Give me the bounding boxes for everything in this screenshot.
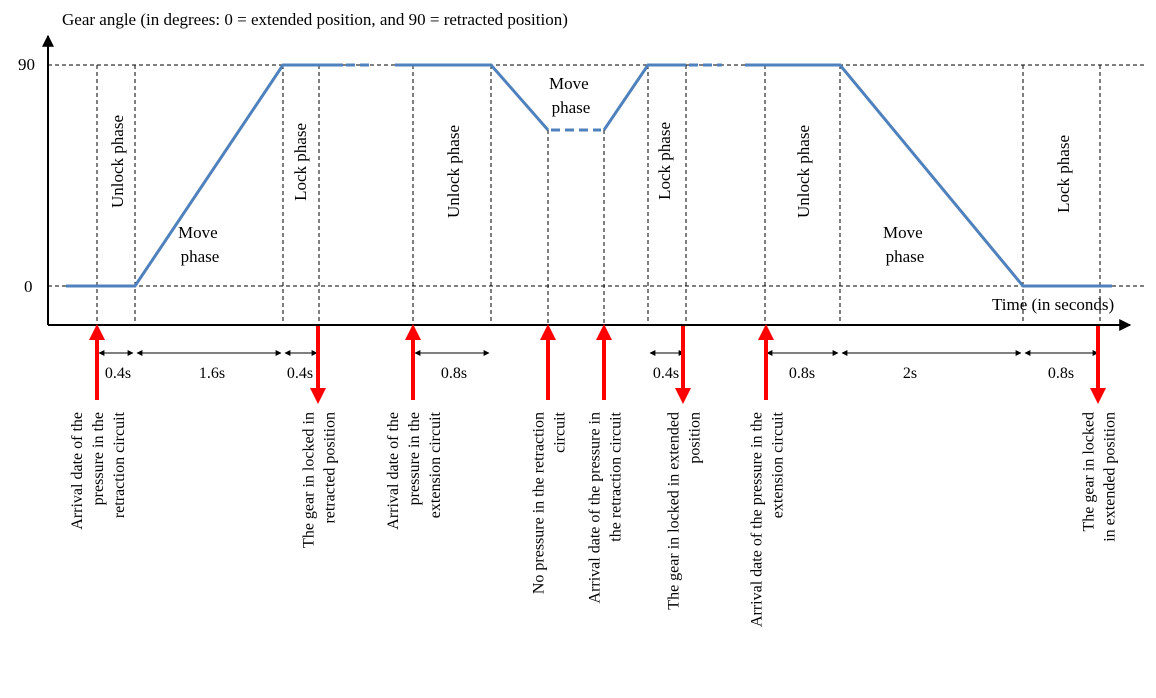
event-label-line: Arrival date of the pressure in	[587, 412, 604, 603]
gear-angle-curve-segment	[66, 63, 343, 288]
event-label-line: the retraction circuit	[608, 411, 625, 541]
gear-angle-curve-segment	[395, 63, 550, 131]
phase-label-unlock: Unlock phase	[108, 115, 127, 208]
event-label-line: Arrival date of the	[385, 412, 402, 530]
duration-label: 2s	[903, 365, 917, 382]
duration-label: 0.8s	[1048, 365, 1074, 382]
duration-label: 0.4s	[287, 365, 313, 382]
event-label-line: pressure in the	[406, 412, 423, 505]
event-label: Arrival date of the pressure in the retrac…	[69, 411, 128, 529]
y-tick-0: 0	[24, 277, 33, 296]
phase-label-move: Move phase	[883, 223, 927, 266]
event-label-line: retracted position	[322, 412, 339, 524]
y-tick-90: 90	[18, 55, 35, 74]
event-label: The gear in locked in extended position	[1081, 412, 1119, 542]
event-label: The gear in locked in extended position	[666, 412, 704, 610]
event-label-line: The gear in locked in extended	[666, 412, 683, 610]
phase-label-lock: Lock phase	[291, 123, 310, 201]
event-label-line: The gear in locked	[1081, 412, 1098, 532]
phase-label-lock: Lock phase	[1054, 135, 1073, 213]
event-label: Arrival date of the pressure in the retra…	[587, 411, 625, 603]
duration-label: 1.6s	[199, 365, 225, 382]
phase-boundaries	[96, 65, 1101, 325]
event-label-line: circuit	[552, 411, 569, 452]
event-label-line: extension circuit	[770, 411, 787, 518]
phase-label-move: Move phase	[178, 223, 222, 266]
event-label: Arrival date of the pressure in the extens…	[385, 411, 444, 529]
duration-label: 0.4s	[653, 365, 679, 382]
phase-label-lock: Lock phase	[655, 122, 674, 200]
event-label-line: extension circuit	[427, 411, 444, 518]
event-label: Arrival date of the pressure in the exten…	[749, 411, 787, 627]
duration-label: 0.8s	[441, 365, 467, 382]
gear-angle-curve-segment	[745, 63, 1112, 288]
duration-label: 0.4s	[105, 365, 131, 382]
event-label-line: position	[687, 412, 704, 464]
event-arrows	[89, 324, 1106, 404]
event-label-line: pressure in the	[90, 412, 107, 505]
event-label-line: The gear in locked in	[301, 412, 318, 548]
phase-label-move-line: phase	[886, 247, 925, 266]
event-label-line: No pressure in the retraction	[531, 412, 548, 594]
x-axis-title: Time (in seconds)	[992, 295, 1114, 314]
phase-label-move-line: Move	[178, 223, 218, 242]
phase-label-move-line: Move	[883, 223, 923, 242]
phase-label-move-line: phase	[552, 98, 591, 117]
y-axis-title: Gear angle (in degrees: 0 = extended pos…	[62, 10, 568, 29]
phase-label-unlock: Unlock phase	[794, 125, 813, 218]
event-label: The gear in locked in retracted position	[301, 412, 339, 548]
duration-label: 0.8s	[789, 365, 815, 382]
phase-label-move-line: phase	[181, 247, 220, 266]
event-label-line: Arrival date of the pressure in the	[749, 412, 766, 627]
event-label-line: retraction circuit	[111, 411, 128, 518]
phase-label-move: Move phase	[549, 74, 593, 117]
phase-label-unlock: Unlock phase	[444, 125, 463, 218]
event-labels: Arrival date of the pressure in the retrac…	[69, 411, 1119, 627]
gear-angle-curve-segment	[602, 63, 686, 131]
event-label: No pressure in the retraction circuit	[531, 411, 569, 594]
phase-label-move-line: Move	[549, 74, 589, 93]
event-label-line: Arrival date of the	[69, 412, 86, 530]
event-label-line: in extended position	[1102, 412, 1119, 542]
